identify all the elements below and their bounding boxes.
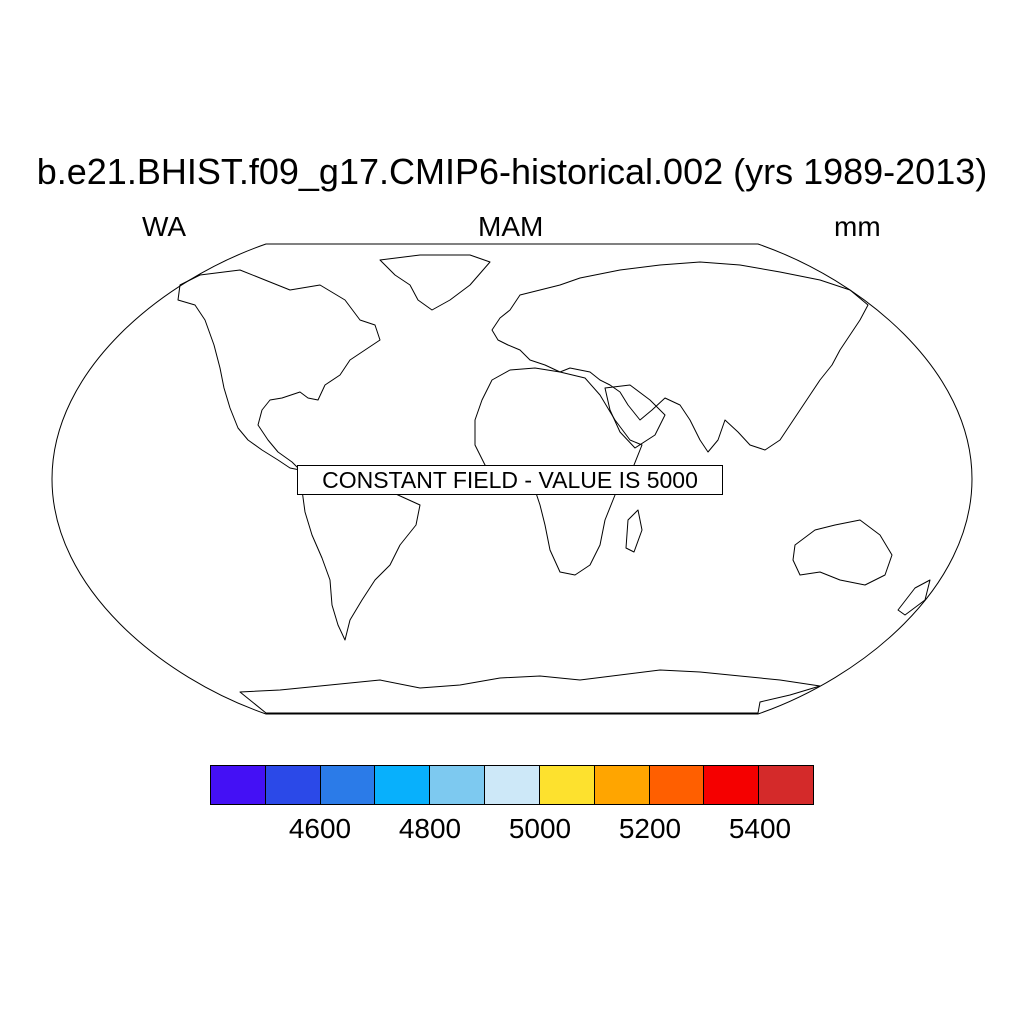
coastline-antarctica [239, 669, 821, 714]
color-bar-segment [649, 766, 705, 804]
color-bar-segment [430, 766, 486, 804]
coastline-new-zealand [897, 579, 931, 616]
colorbar-tick-label: 5400 [728, 813, 792, 844]
color-bar-segment [375, 766, 431, 804]
color-bar-segment [485, 766, 540, 804]
colorbar-tick-label: 5200 [618, 813, 682, 844]
color-bar-segment [539, 766, 595, 804]
variable-label: WA [142, 211, 187, 242]
color-bar-segment [759, 766, 813, 804]
plot-title: b.e21.BHIST.f09_g17.CMIP6-historical.002… [36, 151, 988, 192]
color-bar-segment [320, 766, 376, 804]
coastline-australia [792, 519, 893, 586]
units-label: mm [834, 211, 881, 242]
color-bar-segment [265, 766, 321, 804]
color-bar-segment [211, 766, 266, 804]
coastline-eurasia [491, 261, 869, 453]
coastline-greenland [379, 254, 491, 311]
color-bar-segment [594, 766, 650, 804]
color-bar-segment [704, 766, 760, 804]
colorbar-tick-label: 4800 [398, 813, 462, 844]
season-label: MAM [478, 211, 544, 242]
colorbar-tick-label: 5000 [508, 813, 572, 844]
coastline-arabia [604, 384, 666, 449]
colorbar-tick-label: 4600 [288, 813, 352, 844]
coastline-north-america [177, 269, 381, 471]
color-bar [210, 765, 814, 805]
constant-field-notice: CONSTANT FIELD - VALUE IS 5000 [297, 465, 723, 495]
coastline-madagascar [625, 509, 643, 553]
